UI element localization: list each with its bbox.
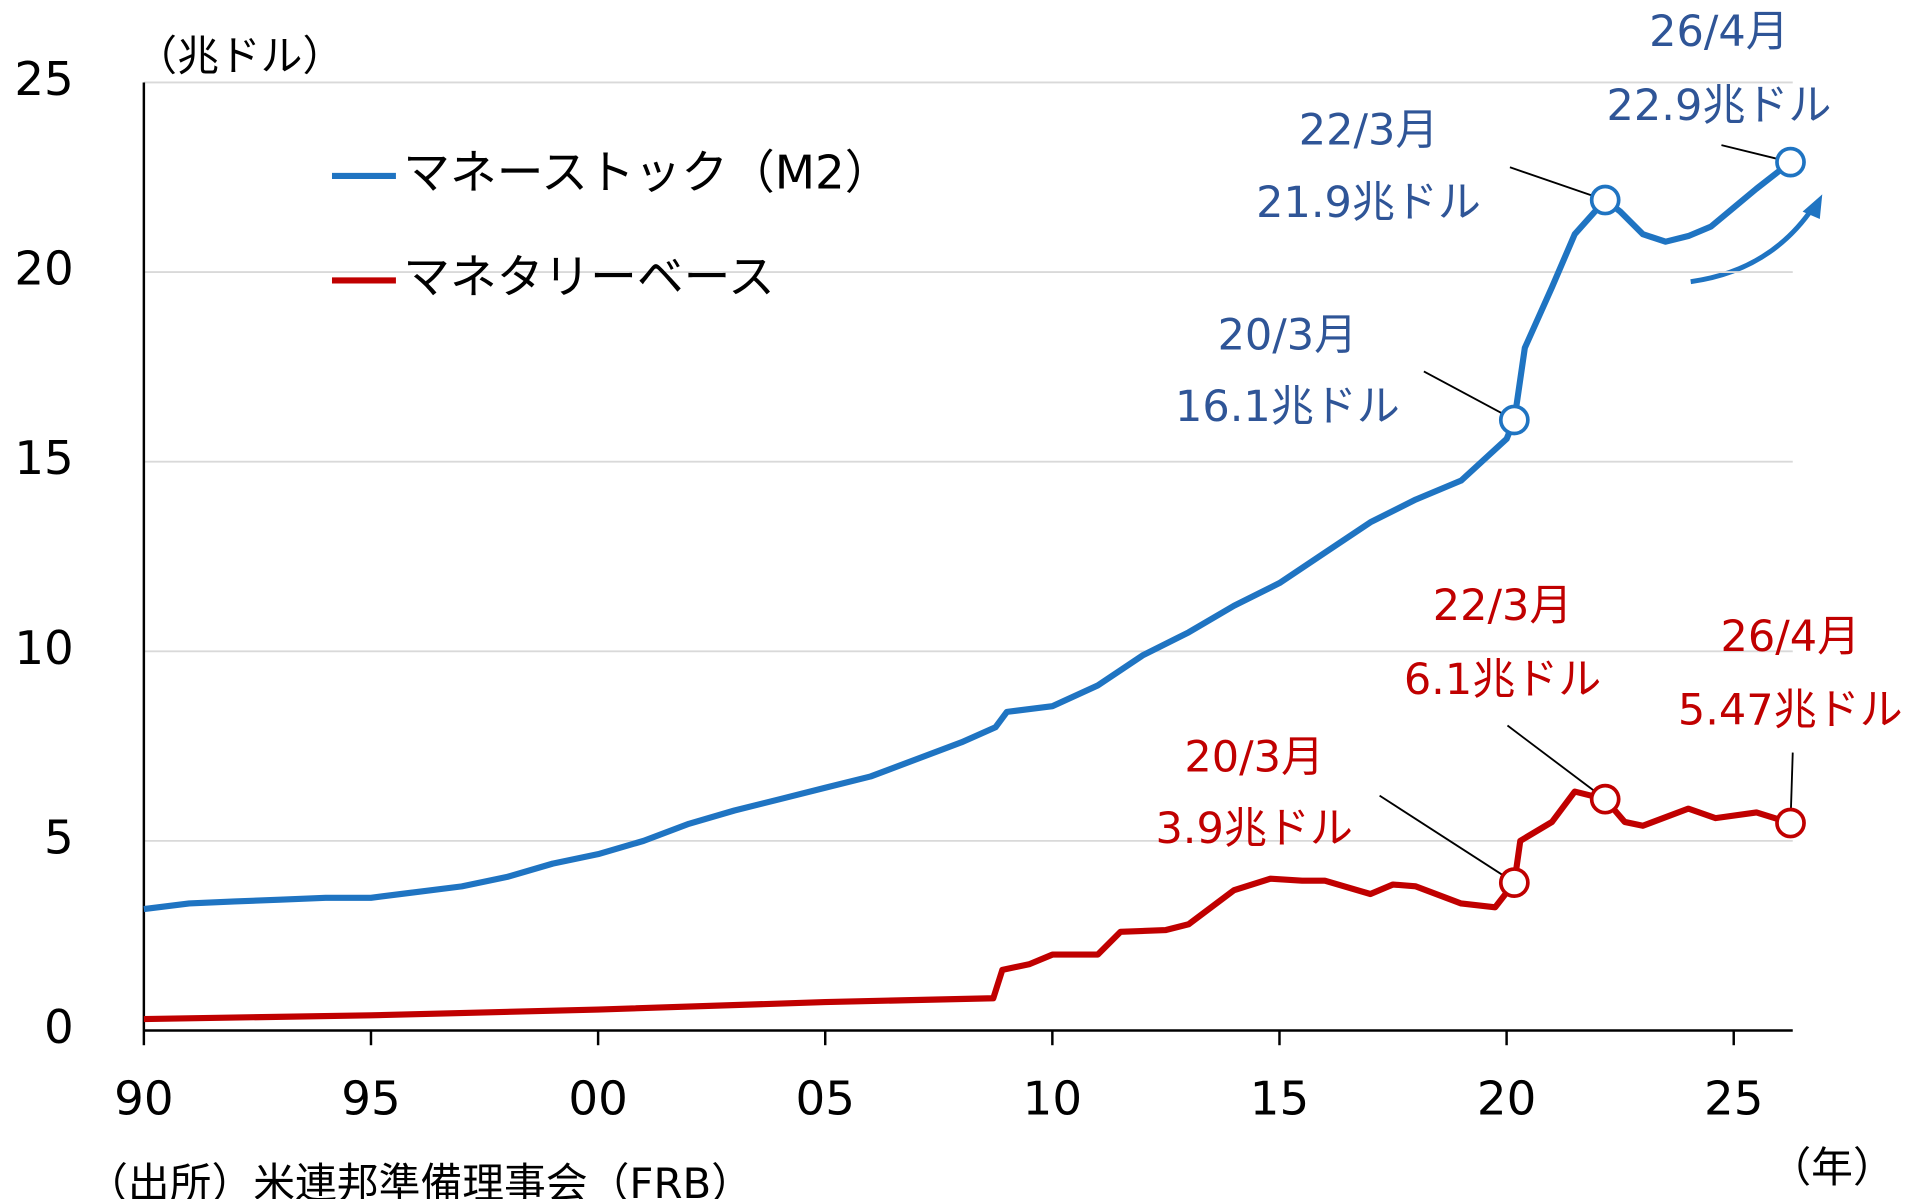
y-tick-label: 25 (14, 53, 73, 107)
x-tick-label: 90 (114, 1072, 173, 1126)
trend-arrow (1690, 205, 1816, 285)
leader-line (1721, 144, 1777, 160)
leader-line (1509, 166, 1592, 197)
x-tick-label: 25 (1704, 1072, 1763, 1126)
line-series (143, 159, 1793, 913)
annotation: 20/3月 (1218, 311, 1358, 361)
annotation: 26/4月 (1649, 7, 1789, 57)
y-tick-label: 10 (14, 622, 73, 676)
leader-line (1379, 794, 1503, 876)
leader-line (1790, 752, 1794, 809)
y-tick-label: 20 (14, 243, 73, 297)
point-marker (1775, 807, 1806, 839)
legend-label: マネタリーベース (403, 251, 774, 305)
leader-line (1506, 724, 1594, 792)
annotation: 22.9兆ドル (1607, 81, 1832, 131)
annotation: 3.9兆ドル (1155, 804, 1352, 854)
annotation: 22/3月 (1433, 581, 1573, 631)
x-tick-label: 10 (1023, 1072, 1082, 1126)
annotation: 6.1兆ドル (1404, 655, 1601, 705)
y-tick-label: 5 (44, 811, 74, 865)
annotation: 16.1兆ドル (1175, 382, 1400, 432)
legend-label: マネーストック（M2） (403, 146, 891, 200)
annotation: 22/3月 (1299, 105, 1439, 155)
arrow-head (1802, 194, 1823, 219)
point-marker (1498, 867, 1530, 898)
annotation: 5.47兆ドル (1678, 686, 1903, 736)
x-tick-label: 05 (796, 1072, 855, 1126)
x-tick-label: 15 (1250, 1072, 1309, 1126)
x-axis-label: （年） (1769, 1143, 1894, 1192)
point-marker (1498, 404, 1530, 436)
x-tick-label: 20 (1477, 1072, 1536, 1126)
point-marker (1775, 146, 1806, 178)
source: （出所）米連邦準備理事会（FRB） (86, 1159, 753, 1199)
point-marker (1589, 783, 1621, 815)
x-tick-label: 95 (341, 1072, 400, 1126)
y-tick-label: 15 (14, 432, 73, 486)
annotation: 21.9兆ドル (1256, 178, 1481, 228)
y-tick-label: 0 (44, 1001, 74, 1055)
point-marker (1589, 184, 1621, 216)
annotation: 26/4月 (1720, 612, 1860, 662)
annotation: 20/3月 (1184, 732, 1324, 782)
leader-line (1423, 370, 1502, 414)
line-series (143, 788, 1792, 1023)
x-tick-label: 00 (568, 1072, 627, 1126)
y-axis-label: （兆ドル） (135, 32, 344, 81)
